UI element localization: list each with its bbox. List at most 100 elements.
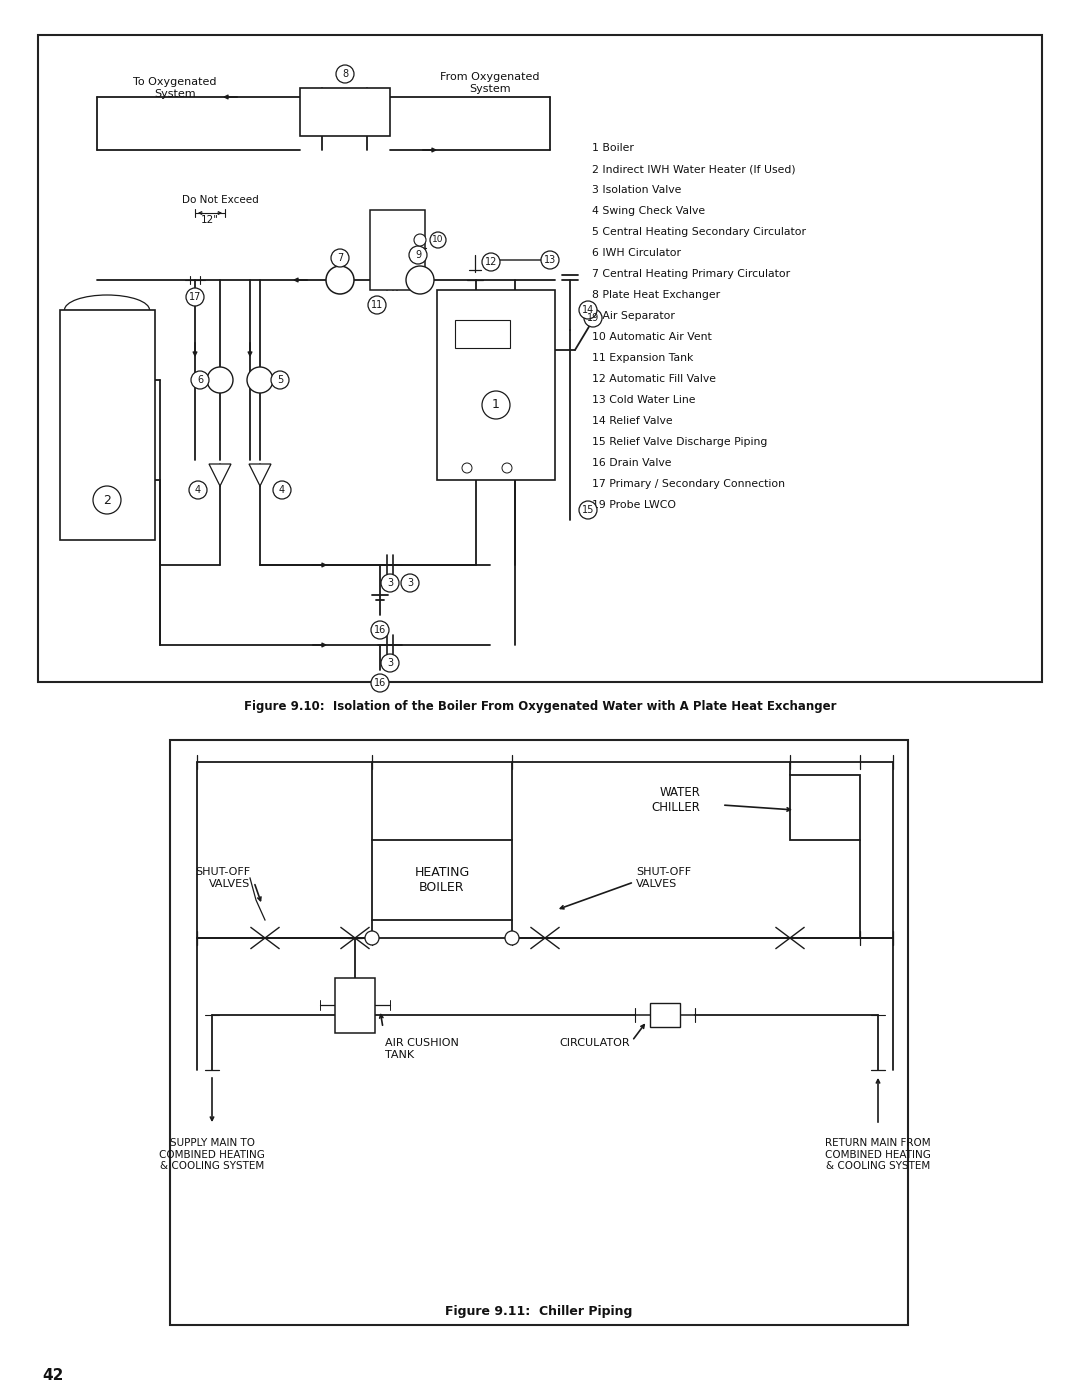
Text: 15: 15: [582, 504, 594, 515]
Bar: [650, 1003, 680, 1027]
Text: 9 Air Separator: 9 Air Separator: [592, 312, 675, 321]
Text: 14: 14: [582, 305, 594, 314]
Circle shape: [381, 91, 389, 99]
Text: 5 Central Heating Secondary Circulator: 5 Central Heating Secondary Circulator: [592, 226, 806, 237]
Bar: [437, 291, 555, 481]
Circle shape: [372, 673, 389, 692]
Text: 16 Drain Valve: 16 Drain Valve: [592, 458, 672, 468]
Circle shape: [409, 246, 427, 264]
Text: 10: 10: [432, 236, 444, 244]
Text: 4: 4: [279, 485, 285, 495]
Text: 14 Relief Valve: 14 Relief Valve: [592, 416, 673, 426]
Circle shape: [186, 288, 204, 306]
Text: 19: 19: [586, 313, 599, 323]
Text: 17: 17: [189, 292, 201, 302]
Text: 9: 9: [415, 250, 421, 260]
Text: 3 Isolation Valve: 3 Isolation Valve: [592, 184, 681, 196]
Circle shape: [401, 574, 419, 592]
Circle shape: [381, 654, 399, 672]
Text: 2: 2: [103, 493, 111, 507]
Text: SHUT-OFF
VALVES: SHUT-OFF VALVES: [636, 868, 691, 888]
Circle shape: [584, 309, 602, 327]
Text: 11 Expansion Tank: 11 Expansion Tank: [592, 353, 693, 363]
Circle shape: [247, 367, 273, 393]
Text: 4: 4: [194, 485, 201, 495]
Text: Figure 9.10:  Isolation of the Boiler From Oxygenated Water with A Plate Heat Ex: Figure 9.10: Isolation of the Boiler Fro…: [244, 700, 836, 712]
Circle shape: [579, 300, 597, 319]
Bar: [455, 320, 510, 348]
Circle shape: [414, 235, 426, 246]
Text: HEATING
BOILER: HEATING BOILER: [415, 866, 470, 894]
Circle shape: [368, 296, 386, 314]
Text: 16: 16: [374, 624, 387, 636]
Bar: [38, 35, 1042, 682]
Text: 12 Automatic Fill Valve: 12 Automatic Fill Valve: [592, 374, 716, 384]
Circle shape: [365, 930, 379, 944]
Circle shape: [273, 481, 291, 499]
Circle shape: [271, 372, 289, 388]
Text: 19 Probe LWCO: 19 Probe LWCO: [592, 500, 676, 510]
Text: 8: 8: [342, 68, 348, 80]
Circle shape: [505, 930, 519, 944]
Text: SUPPLY MAIN TO
COMBINED HEATING
& COOLING SYSTEM: SUPPLY MAIN TO COMBINED HEATING & COOLIN…: [159, 1139, 265, 1171]
Text: 12": 12": [201, 215, 219, 225]
Circle shape: [381, 574, 399, 592]
Circle shape: [430, 232, 446, 249]
Circle shape: [191, 372, 210, 388]
Bar: [335, 978, 375, 1032]
Circle shape: [579, 502, 597, 520]
Text: 11: 11: [370, 300, 383, 310]
Text: RETURN MAIN FROM
COMBINED HEATING
& COOLING SYSTEM: RETURN MAIN FROM COMBINED HEATING & COOL…: [825, 1139, 931, 1171]
Text: 42: 42: [42, 1368, 64, 1383]
Circle shape: [93, 486, 121, 514]
Text: 12: 12: [485, 257, 497, 267]
Circle shape: [330, 249, 349, 267]
Text: 2 Indirect IWH Water Heater (If Used): 2 Indirect IWH Water Heater (If Used): [592, 163, 796, 175]
Text: 3: 3: [407, 578, 413, 588]
Text: 3: 3: [387, 658, 393, 668]
Text: 17 Primary / Secondary Connection: 17 Primary / Secondary Connection: [592, 479, 785, 489]
Circle shape: [372, 622, 389, 638]
Text: 16: 16: [374, 678, 387, 687]
Polygon shape: [210, 464, 231, 486]
Text: To Oxygenated
System: To Oxygenated System: [133, 77, 217, 99]
Text: 8 Plate Heat Exchanger: 8 Plate Heat Exchanger: [592, 291, 720, 300]
Text: 13 Cold Water Line: 13 Cold Water Line: [592, 395, 696, 405]
Circle shape: [482, 391, 510, 419]
Bar: [789, 775, 860, 840]
Polygon shape: [249, 464, 271, 486]
Bar: [300, 88, 390, 136]
Text: AIR CUSHION
TANK: AIR CUSHION TANK: [384, 1038, 459, 1059]
Text: From Oxygenated
System: From Oxygenated System: [441, 73, 540, 94]
Circle shape: [326, 265, 354, 293]
Circle shape: [381, 124, 389, 133]
Bar: [372, 840, 512, 921]
Circle shape: [189, 481, 207, 499]
Bar: [370, 210, 426, 291]
Text: 4 Swing Check Valve: 4 Swing Check Valve: [592, 205, 705, 217]
Circle shape: [541, 251, 559, 270]
Text: 6: 6: [197, 374, 203, 386]
Text: 7: 7: [337, 253, 343, 263]
Circle shape: [406, 265, 434, 293]
Text: 5: 5: [276, 374, 283, 386]
Text: Do Not Exceed: Do Not Exceed: [181, 196, 258, 205]
Circle shape: [301, 124, 309, 133]
Text: WATER
CHILLER: WATER CHILLER: [651, 787, 700, 814]
Circle shape: [482, 253, 500, 271]
Text: SHUT-OFF
VALVES: SHUT-OFF VALVES: [194, 868, 249, 888]
Text: 1: 1: [492, 398, 500, 412]
Text: 13: 13: [544, 256, 556, 265]
Circle shape: [207, 367, 233, 393]
Text: CIRCULATOR: CIRCULATOR: [559, 1038, 630, 1048]
Text: 3: 3: [387, 578, 393, 588]
Text: Figure 9.11:  Chiller Piping: Figure 9.11: Chiller Piping: [445, 1305, 633, 1317]
Bar: [60, 310, 156, 541]
Text: 7 Central Heating Primary Circulator: 7 Central Heating Primary Circulator: [592, 270, 791, 279]
Text: 15 Relief Valve Discharge Piping: 15 Relief Valve Discharge Piping: [592, 437, 768, 447]
Bar: [170, 740, 908, 1324]
Text: 6 IWH Circulator: 6 IWH Circulator: [592, 249, 681, 258]
Circle shape: [336, 66, 354, 82]
Text: 1 Boiler: 1 Boiler: [592, 142, 634, 154]
Text: 10 Automatic Air Vent: 10 Automatic Air Vent: [592, 332, 712, 342]
